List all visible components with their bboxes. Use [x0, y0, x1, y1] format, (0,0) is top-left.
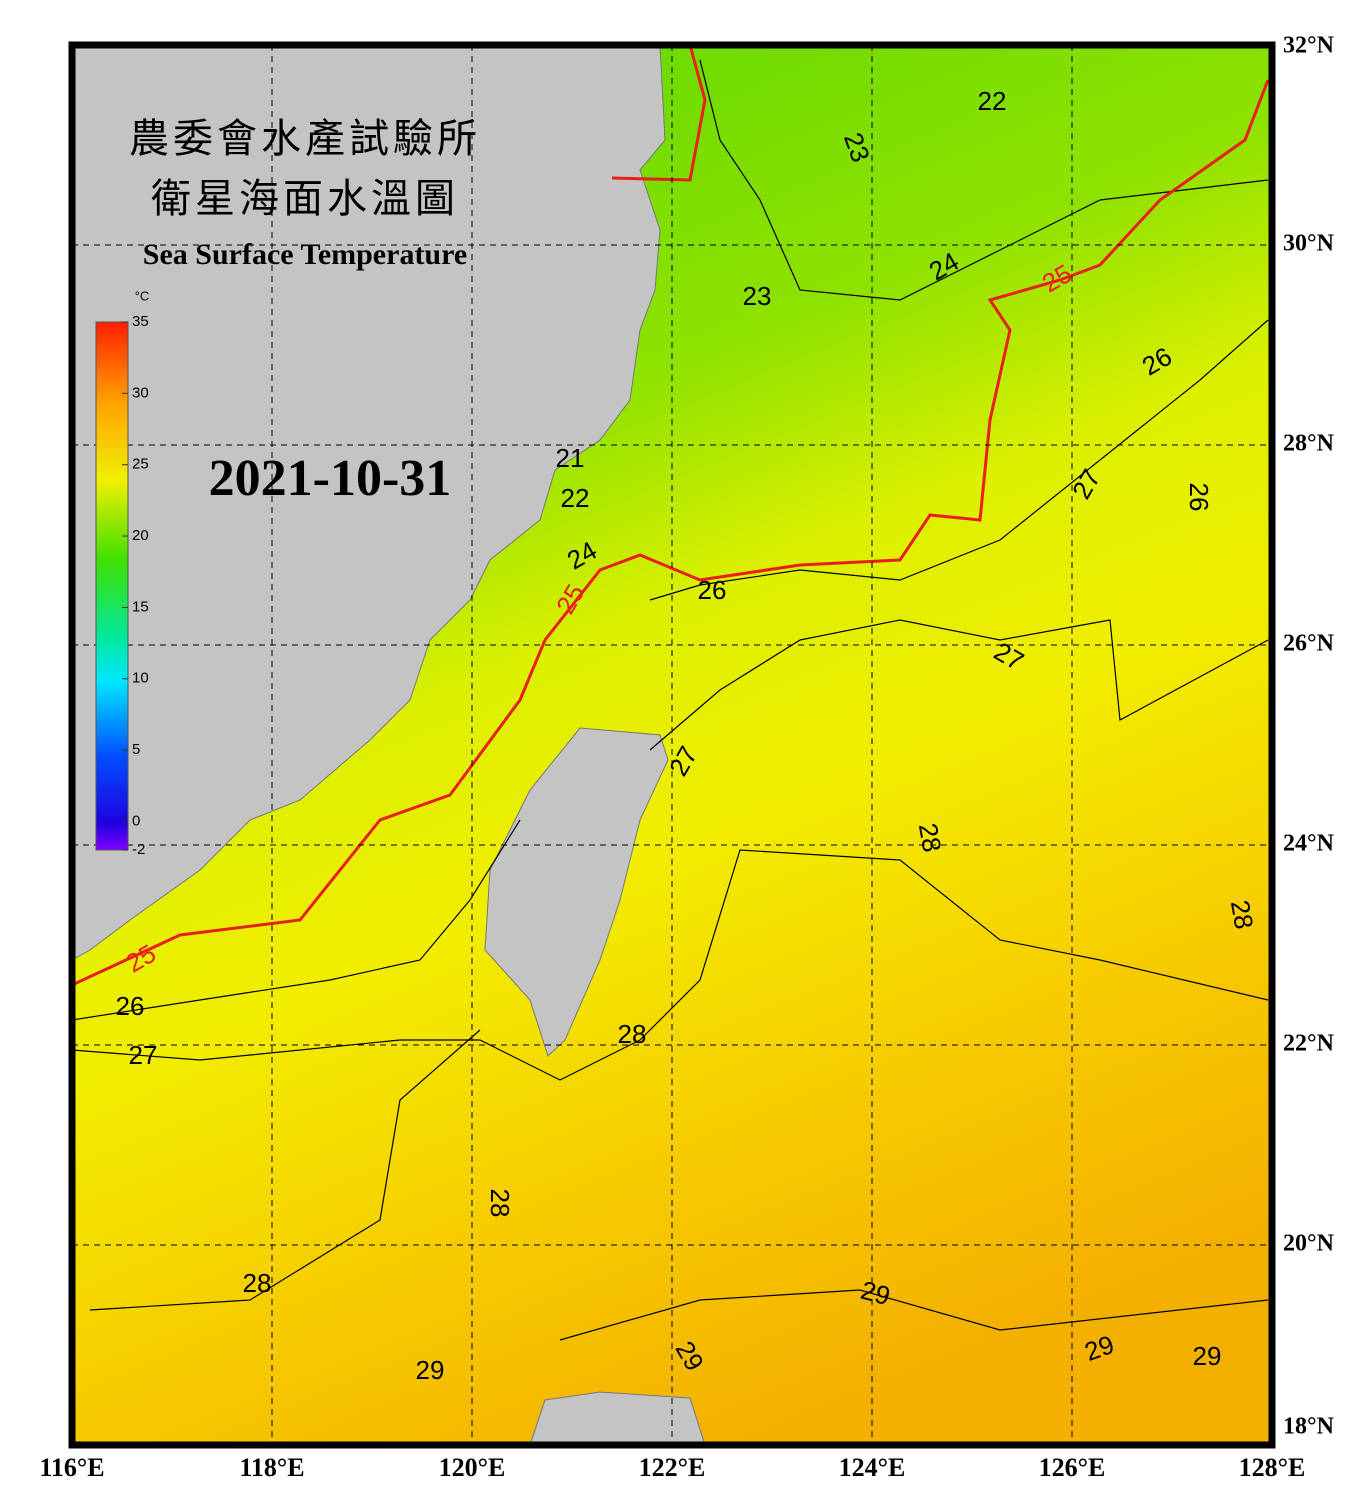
colorbar-tick-label: 15: [132, 598, 149, 615]
contour-25: [71, 79, 1270, 987]
contour-label: 28: [243, 1268, 272, 1298]
colorbar-tick-label: 35: [132, 313, 149, 330]
colorbar-ticks: 35 30 25 20 15 10 5 0 -2: [122, 313, 149, 858]
colorbar-tick-label: 10: [132, 670, 149, 687]
contour-label: 28: [1225, 898, 1260, 932]
luzon: [529, 1391, 706, 1446]
x-tick-label: 116°E: [39, 1453, 104, 1482]
colorbar-tick-label: -2: [132, 841, 145, 858]
map-frame: [68, 41, 1276, 1449]
y-tick-label: 30°N: [1283, 231, 1335, 257]
x-tick-label: 126°E: [1039, 1453, 1106, 1482]
y-tick-label: 18°N: [1283, 1414, 1335, 1440]
contour-label: 22: [561, 483, 590, 513]
colorbar-tick-label: 30: [132, 384, 149, 401]
mainland: [71, 44, 666, 961]
colorbar-unit: °C: [135, 288, 150, 303]
contour-label: 22: [978, 86, 1007, 116]
y-tick-label: 22°N: [1283, 1031, 1335, 1057]
y-tick-label: 26°N: [1283, 631, 1335, 657]
contour-label: 28: [618, 1019, 647, 1049]
contour-label: 28: [485, 1189, 515, 1218]
contour-label: 21: [556, 443, 585, 473]
contour-label: 29: [1193, 1341, 1222, 1371]
x-tick-label: 118°E: [239, 1453, 304, 1482]
y-tick-label: 32°N: [1283, 33, 1335, 59]
x-tick-label: 124°E: [839, 1453, 906, 1482]
x-tick-label: 120°E: [439, 1453, 506, 1482]
colorbar: [95, 321, 129, 851]
title-zh: 衛星海面水溫圖: [151, 176, 459, 221]
contour-label: 26: [116, 991, 145, 1021]
date: 2021-10-31: [209, 450, 452, 507]
contour-label: 28: [913, 821, 948, 855]
grid: [72, 45, 1272, 1445]
colorbar-tick-label: 0: [132, 812, 140, 829]
contour-lines: [71, 59, 1269, 1341]
x-tick-label: 128°E: [1239, 1453, 1306, 1482]
colorbar-tick-label: 5: [132, 741, 140, 758]
title-en: Sea Surface Temperature: [143, 238, 467, 271]
contour-label: 23: [743, 281, 772, 311]
contour-label: 29: [416, 1355, 445, 1385]
x-tick-label: 122°E: [639, 1453, 706, 1482]
colorbar-tick-label: 20: [132, 527, 149, 544]
y-tick-label: 24°N: [1283, 831, 1335, 857]
y-tick-label: 28°N: [1283, 431, 1335, 457]
contour-25: [611, 44, 707, 182]
contour-label: 26: [1184, 483, 1214, 512]
contour-label: 27: [129, 1040, 158, 1070]
title-zh: 農委會水產試驗所: [129, 116, 481, 161]
taiwan: [484, 727, 669, 1057]
colorbar-tick-label: 25: [132, 456, 149, 473]
contour-label: 26: [698, 575, 727, 605]
y-tick-label: 20°N: [1283, 1231, 1335, 1257]
